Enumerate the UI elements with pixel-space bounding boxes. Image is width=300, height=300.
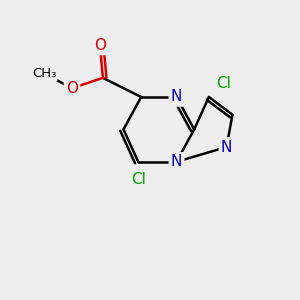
Text: Cl: Cl	[216, 76, 231, 91]
Text: N: N	[171, 89, 182, 104]
Text: Cl: Cl	[131, 172, 146, 187]
Text: O: O	[66, 81, 78, 96]
Text: CH₃: CH₃	[32, 67, 56, 80]
Text: N: N	[221, 140, 232, 154]
Text: N: N	[171, 154, 182, 169]
Text: O: O	[94, 38, 106, 53]
